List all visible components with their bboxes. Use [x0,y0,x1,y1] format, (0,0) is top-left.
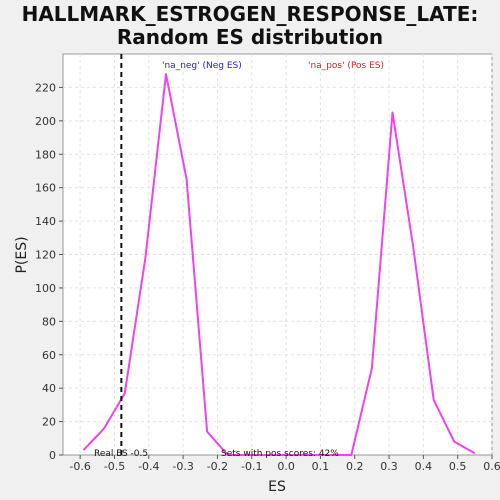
plot-area [62,53,493,456]
x-tick-label: 0.6 [483,460,500,473]
y-tick-label: 100 [35,282,56,295]
x-tick-label: 0.5 [449,460,467,473]
x-axis: -0.6 -0.5 -0.4 -0.3 -0.2 -0.1 0.0 0.1 0.2 0.3 0.4 0… [69,455,500,473]
pos-es-label: 'na_pos' (Pos ES) [308,61,384,71]
x-tick-label: 0.4 [415,460,433,473]
neg-es-label: 'na_neg' (Neg ES) [162,61,242,71]
x-axis-label: ES [268,479,286,495]
x-tick-label: -0.4 [138,460,159,473]
x-tick-label: 0.1 [312,460,330,473]
y-tick-label: 80 [42,315,56,328]
y-tick-label: 200 [35,115,56,128]
x-tick-label: -0.6 [69,460,90,473]
es-distribution-line [82,73,476,456]
y-tick-label: 140 [35,215,56,228]
y-tick-label: 40 [42,382,56,395]
x-tick-label: -0.5 [104,460,125,473]
y-tick-label: 60 [42,349,56,362]
y-tick-label: 220 [35,81,56,94]
series-group [82,73,476,456]
real-es-label: Real ES -0.5 [94,449,148,459]
y-tick-label: 160 [35,182,56,195]
x-tick-label: 0.2 [346,460,364,473]
x-tick-label: 0.3 [380,460,398,473]
y-axis: 0 20 40 60 80 100 120 140 160 180 200 220 [35,81,63,462]
y-tick-label: 120 [35,249,56,262]
y-axis-label: P(ES) [14,236,30,273]
y-tick-label: 180 [35,148,56,161]
pos-scores-label: Sets with pos scores: 42% [221,449,339,459]
y-tick-label: 20 [42,416,56,429]
y-tick-label: 0 [49,449,56,462]
x-tick-label: -0.1 [241,460,262,473]
grid [63,54,493,455]
x-tick-label: -0.2 [207,460,228,473]
x-tick-label: 0.0 [277,460,295,473]
chart-title-line1: HALLMARK_ESTROGEN_RESPONSE_LATE: [21,2,479,26]
x-tick-label: -0.3 [172,460,193,473]
chart-title-line2: Random ES distribution [116,25,384,49]
